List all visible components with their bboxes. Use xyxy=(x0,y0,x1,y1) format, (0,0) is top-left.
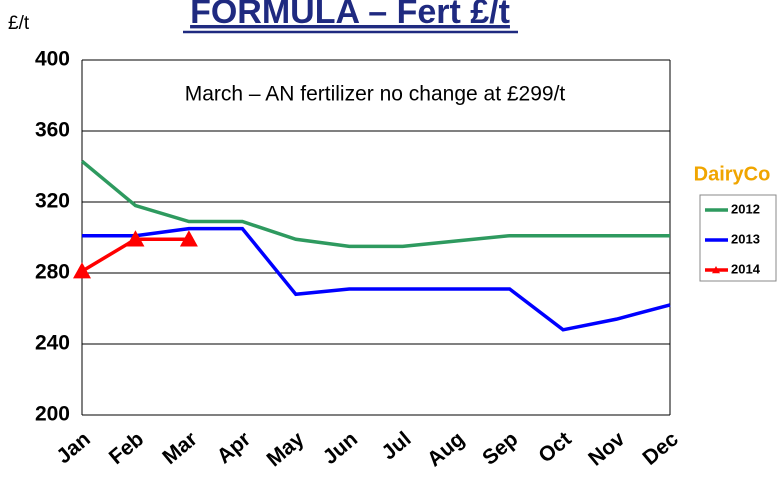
y-tick-label: 200 xyxy=(35,403,70,426)
series-marker xyxy=(126,230,145,247)
legend-label: 2014 xyxy=(731,261,761,276)
chart-title: FORMULA – Fert £/t xyxy=(190,0,510,31)
annotation: March – AN fertilizer no change at £299/… xyxy=(185,83,566,106)
y-tick-label: 360 xyxy=(35,119,70,142)
x-tick-label: Jan xyxy=(52,427,95,468)
series-marker xyxy=(179,230,198,247)
series-line xyxy=(82,226,671,332)
legend-label: 2012 xyxy=(731,201,760,216)
x-tick-label: Jun xyxy=(319,427,362,469)
x-tick-label: Sep xyxy=(478,427,522,469)
x-tick-label: Jul xyxy=(377,427,415,464)
y-axis-label: £/t xyxy=(8,13,30,34)
x-tick-label: Feb xyxy=(105,427,148,469)
legend-marker xyxy=(712,266,720,274)
logo: DairyCo xyxy=(694,163,771,185)
x-tick-label: Apr xyxy=(213,427,255,468)
x-tick-label: Dec xyxy=(638,427,683,470)
x-tick-label: Mar xyxy=(158,427,201,469)
legend-label: 2013 xyxy=(731,231,760,246)
series-line xyxy=(80,159,670,249)
x-tick-label: May xyxy=(263,427,309,471)
y-tick-label: 280 xyxy=(35,261,70,284)
y-tick-label: 400 xyxy=(35,48,70,71)
x-tick-label: Nov xyxy=(584,427,629,470)
x-tick-label: Aug xyxy=(423,427,469,471)
x-tick-label: Oct xyxy=(534,427,576,467)
y-tick-label: 240 xyxy=(35,332,70,355)
y-tick-label: 320 xyxy=(35,190,70,213)
series-marker xyxy=(73,262,91,279)
